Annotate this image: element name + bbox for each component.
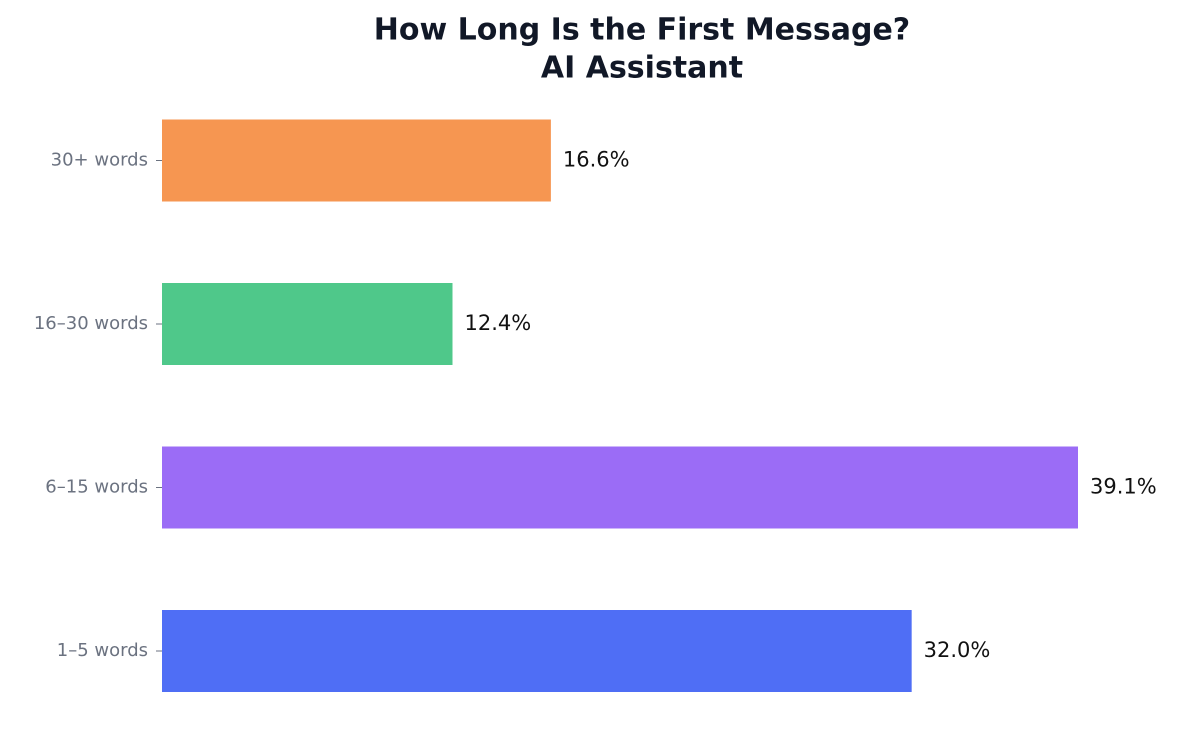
value-label: 12.4% — [464, 311, 531, 335]
value-label: 16.6% — [563, 148, 630, 172]
bar — [162, 610, 912, 692]
y-tick-label: 30+ words — [51, 150, 148, 171]
bar — [162, 119, 551, 202]
bar — [162, 283, 453, 365]
chart-subtitle: AI Assistant — [541, 51, 743, 86]
y-tick-label: 16–30 words — [34, 313, 148, 334]
y-tick-label: 1–5 words — [57, 640, 148, 661]
chart-title: How Long Is the First Message? — [374, 13, 910, 48]
bar — [162, 446, 1078, 529]
y-tick-label: 6–15 words — [45, 477, 148, 498]
value-label: 39.1% — [1090, 475, 1157, 499]
value-label: 32.0% — [924, 638, 991, 662]
